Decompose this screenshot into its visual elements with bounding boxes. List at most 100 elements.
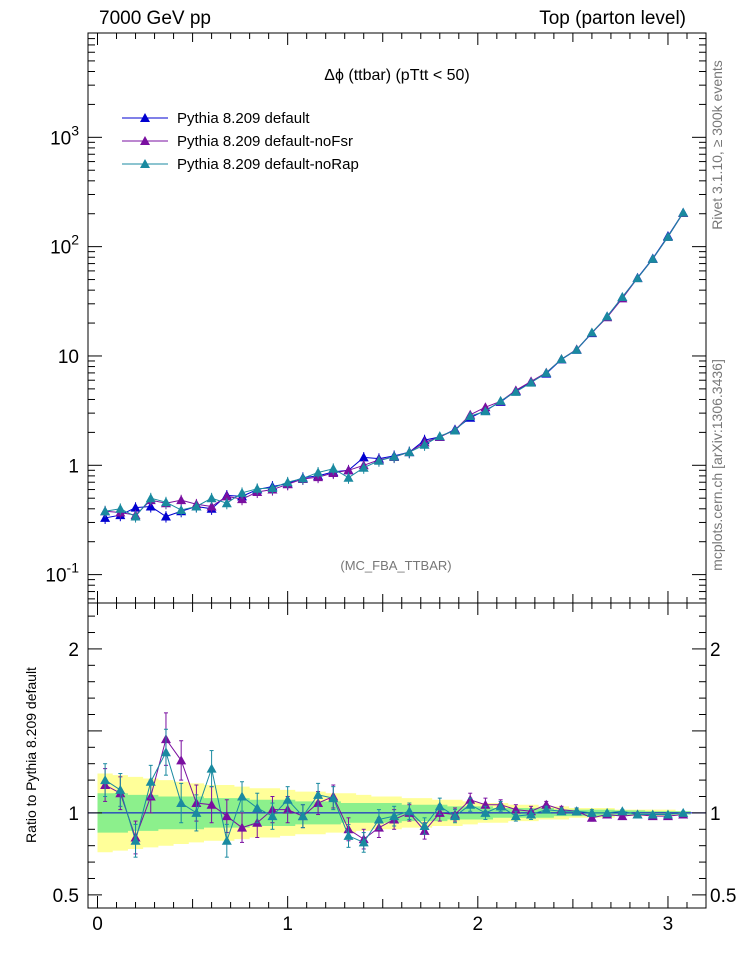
legend-label: Pythia 8.209 default-noRap: [177, 156, 359, 173]
data-point: [237, 487, 248, 497]
data-point: [343, 465, 354, 475]
ratio-ylabel: Ratio to Pythia 8.209 default: [23, 667, 39, 843]
data-point: [206, 501, 217, 511]
ratio-point: [206, 799, 217, 809]
data-point: [297, 473, 308, 483]
data-point: [495, 395, 506, 405]
main-y-tick-labels: 10-1 1 10 102 103: [45, 122, 79, 586]
ratio-point: [252, 802, 263, 812]
ratio-point: [449, 811, 460, 821]
main-axis-ticks: [88, 32, 706, 603]
ratio-panel: 0.5 0.5 1 1 2 2 0 1 2 3 Ratio to Pythia 8.209 de…: [23, 602, 737, 935]
data-point: [130, 502, 141, 512]
ratio-point: [100, 775, 111, 785]
data-point: [206, 493, 217, 503]
data-point: [662, 231, 673, 241]
x-tick-label: 0: [92, 914, 103, 935]
ratio-y-tick-label: 0.5: [53, 886, 79, 907]
data-point: [145, 493, 156, 503]
main-panel: Δϕ (ttbar) (pTtt < 50) (MC_FBA_TTBAR) 10…: [45, 32, 707, 604]
data-point: [526, 377, 537, 387]
data-point: [115, 503, 126, 513]
ratio-point: [115, 784, 126, 794]
ratio-point: [313, 789, 324, 799]
main-series-group: [100, 207, 689, 524]
ratio-point: [176, 798, 187, 808]
ratio-point: [237, 791, 248, 801]
data-point: [160, 497, 171, 507]
data-point: [221, 491, 232, 501]
ratio-point: [130, 835, 141, 845]
legend: Pythia 8.209 default Pythia 8.209 default…: [122, 110, 359, 173]
ratio-point: [373, 814, 384, 824]
data-point: [252, 483, 263, 493]
ratio-point: [434, 801, 445, 811]
ratio-point: [206, 763, 217, 773]
data-point: [130, 511, 141, 521]
ratio-point: [586, 812, 597, 822]
data-point: [449, 425, 460, 435]
data-point: [571, 344, 582, 354]
y-tick-label: 103: [50, 122, 79, 149]
ratio-y-tick-label-right: 0.5: [710, 886, 736, 907]
y-tick-label: 1: [68, 456, 79, 477]
data-point: [373, 455, 384, 465]
ratio-point: [678, 807, 689, 817]
ratio-axis-ticks: [88, 603, 706, 908]
data-point: [282, 477, 293, 487]
ratio-point: [358, 837, 369, 847]
data-point: [434, 431, 445, 441]
data-point: [586, 327, 597, 337]
data-point: [617, 292, 628, 302]
data-point: [602, 311, 613, 321]
x-tick-label: 2: [473, 914, 484, 935]
ratio-point: [282, 794, 293, 804]
series-noFsr: [100, 208, 689, 522]
plot-title: Δϕ (ttbar) (pTtt < 50): [324, 67, 469, 84]
ratio-point: [343, 830, 354, 840]
data-point: [678, 207, 689, 217]
series-line: [105, 212, 684, 516]
ratio-point: [191, 807, 202, 817]
ratio-frame: [87, 602, 707, 909]
ratio-point: [480, 799, 491, 809]
data-point: [647, 253, 658, 263]
ratio-point: [389, 811, 400, 821]
legend-label: Pythia 8.209 default-noFsr: [177, 133, 353, 150]
mcplots-label: mcplots.cern.ch [arXiv:1306.3436]: [709, 359, 725, 571]
legend-marker: [140, 159, 150, 168]
ratio-y-tick-label-right: 1: [710, 804, 721, 825]
data-point: [328, 463, 339, 473]
ratio-point: [221, 811, 232, 821]
ratio-point: [647, 809, 658, 819]
data-point: [358, 452, 369, 462]
ratio-x-tick-labels: 0 1 2 3: [92, 914, 673, 935]
y-tick-label: 102: [50, 232, 79, 259]
data-point: [191, 501, 202, 511]
ratio-point: [480, 807, 491, 817]
series-default: [100, 207, 689, 524]
x-tick-label: 1: [282, 914, 293, 935]
ratio-point: [541, 804, 552, 814]
data-point: [510, 386, 521, 396]
data-point: [404, 447, 415, 457]
ratio-point: [617, 811, 628, 821]
data-point: [176, 495, 187, 505]
y-tick-label: 10-1: [45, 560, 79, 587]
analysis-tag: (MC_FBA_TTBAR): [340, 558, 451, 573]
data-point: [556, 354, 567, 364]
ratio-point: [221, 835, 232, 845]
data-point: [221, 498, 232, 508]
ratio-point: [586, 807, 597, 817]
header-right: Top (parton level): [539, 8, 686, 29]
data-point: [160, 511, 171, 521]
data-point: [389, 451, 400, 461]
ratio-y-tick-labels: 0.5 0.5 1 1 2 2: [53, 640, 737, 907]
series-noRap: [100, 207, 689, 523]
x-tick-label: 3: [663, 914, 674, 935]
ratio-point: [617, 806, 628, 816]
legend-label: Pythia 8.209 default: [177, 110, 310, 127]
ratio-point: [267, 811, 278, 821]
ratio-point: [602, 807, 613, 817]
